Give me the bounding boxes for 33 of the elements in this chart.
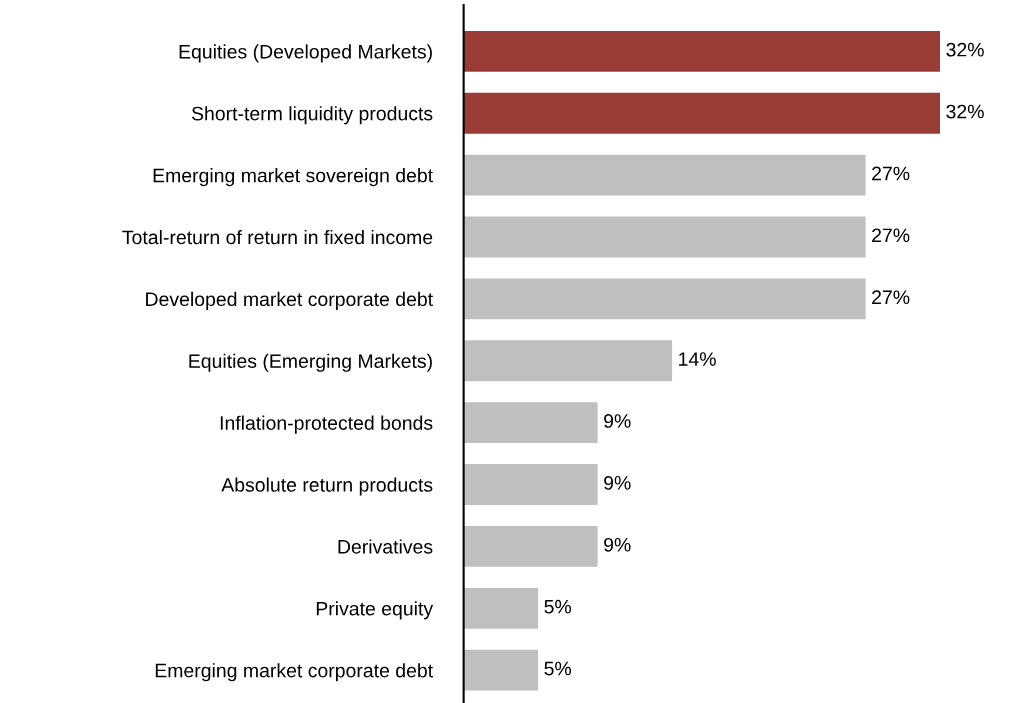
data-label: 9% bbox=[604, 537, 631, 552]
y-tick-label: Developed market corporate debt bbox=[146, 291, 433, 310]
bar bbox=[463, 649, 539, 691]
data-label: 14% bbox=[679, 352, 716, 366]
data-label: 27% bbox=[872, 166, 910, 181]
bar bbox=[463, 154, 866, 196]
data-label: 9% bbox=[604, 414, 631, 428]
y-tick-label: Emerging market corporate debt bbox=[155, 663, 433, 682]
bar bbox=[463, 526, 598, 567]
bar bbox=[463, 464, 598, 505]
y-tick-label: Derivatives bbox=[338, 539, 433, 554]
y-tick-label: Total-return of return in fixed income bbox=[122, 229, 433, 245]
bar bbox=[463, 587, 539, 629]
y-tick-label: Emerging market sovereign debt bbox=[153, 168, 433, 187]
data-label: 5% bbox=[544, 599, 572, 614]
data-label: 32% bbox=[946, 42, 984, 57]
bar bbox=[463, 402, 598, 444]
y-tick-label: Equities (Emerging Markets) bbox=[189, 353, 432, 372]
data-label: 5% bbox=[544, 661, 572, 676]
bar bbox=[463, 30, 941, 72]
bar bbox=[463, 340, 673, 382]
data-label: 27% bbox=[872, 228, 910, 243]
y-tick-label: Inflation-protected bonds bbox=[220, 415, 433, 434]
y-tick-label: Private equity bbox=[316, 601, 434, 620]
data-label: 9% bbox=[604, 475, 631, 490]
data-label: 27% bbox=[872, 290, 910, 305]
bar bbox=[463, 92, 941, 134]
bar bbox=[463, 278, 866, 320]
y-tick-label: Absolute return products bbox=[221, 477, 433, 496]
data-label: 32% bbox=[946, 104, 984, 119]
bar bbox=[463, 216, 866, 258]
y-tick-label: Short-term liquidity products bbox=[191, 106, 433, 125]
y-tick-label: Equities (Developed Markets) bbox=[179, 44, 432, 63]
